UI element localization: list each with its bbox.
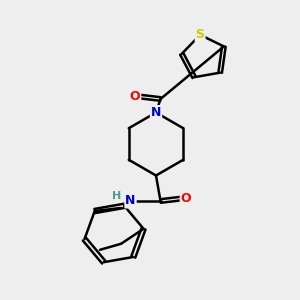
Text: S: S (196, 28, 205, 41)
Text: N: N (125, 194, 136, 208)
Text: H: H (112, 190, 122, 201)
Text: O: O (130, 89, 140, 103)
Text: O: O (181, 191, 191, 205)
Text: N: N (151, 106, 161, 119)
